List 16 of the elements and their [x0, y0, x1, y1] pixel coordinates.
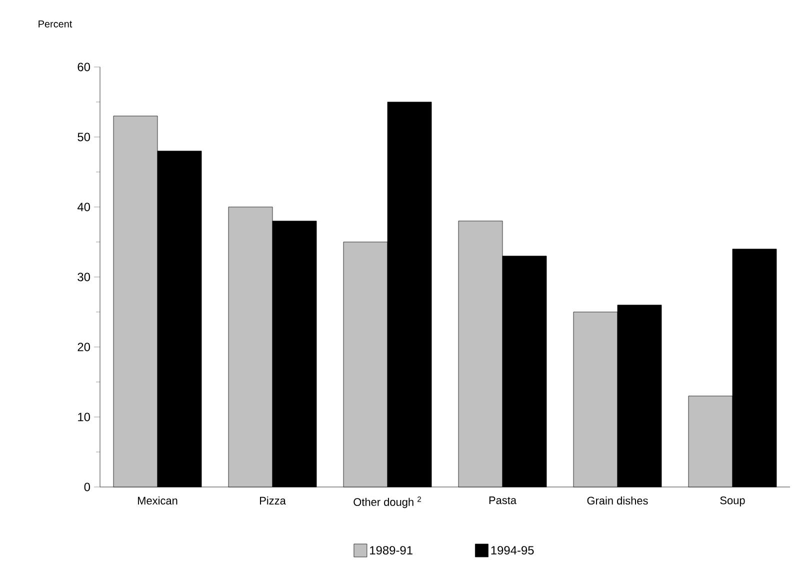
- y-tick-label: 50: [78, 132, 90, 142]
- y-tick-label: 30: [78, 272, 90, 282]
- x-tick-label: Soup: [720, 496, 745, 506]
- y-tick-label: 20: [78, 342, 90, 352]
- x-tick-label: Other dough $^{2}$: [354, 496, 421, 508]
- x-tick-label: Grain dishes: [587, 496, 648, 505]
- y-tick-label: 60: [78, 62, 90, 72]
- legend-label: 1989-91: [370, 546, 412, 555]
- y-tick-label: 0: [84, 482, 90, 492]
- legend-label: 1994-95: [491, 546, 534, 555]
- x-tick-label: Pasta: [489, 496, 517, 504]
- x-tick-label: Pizza: [260, 496, 286, 505]
- x-tick-label: Mexican: [138, 496, 178, 505]
- y-tick-label: 40: [77, 202, 90, 212]
- y-tick-label: 10: [78, 412, 90, 422]
- y-axis-title: Percent: [38, 20, 72, 28]
